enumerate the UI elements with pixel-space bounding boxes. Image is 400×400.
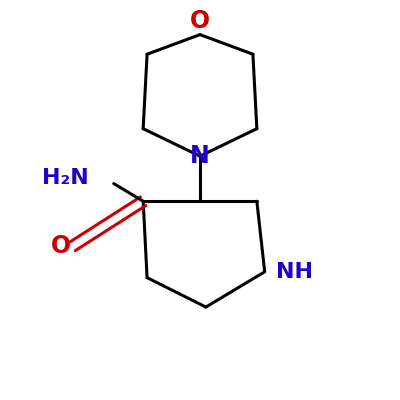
Text: O: O [190, 9, 210, 33]
Text: N: N [190, 144, 210, 168]
Text: NH: NH [276, 262, 314, 282]
Text: O: O [51, 234, 71, 258]
Text: H₂N: H₂N [42, 168, 88, 188]
